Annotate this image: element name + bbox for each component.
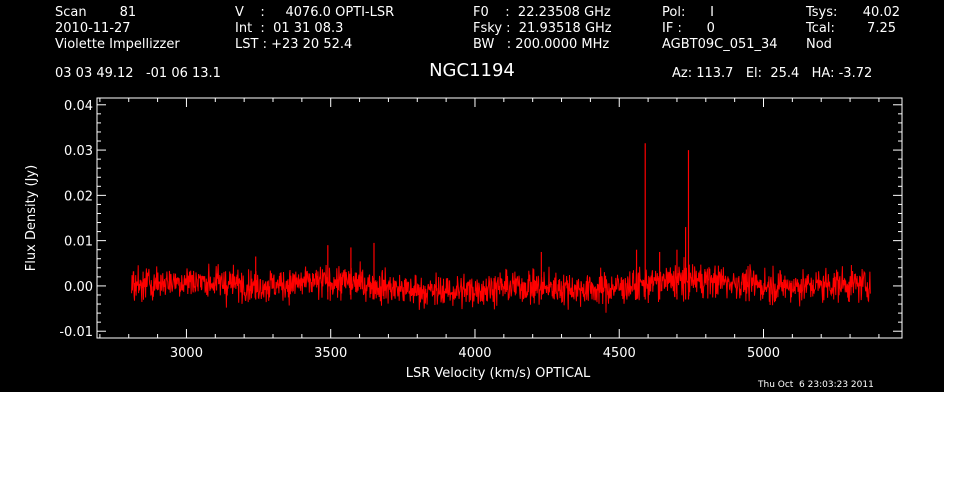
header-observer: Violette Impellizzer	[55, 37, 180, 52]
header-tsys-value: 40.02	[862, 5, 900, 20]
header-coordinates: 03 03 49.12 -01 06 13.1	[55, 66, 221, 81]
header-scan: Scan 81	[55, 5, 137, 20]
spectral-peaks	[255, 143, 690, 300]
header-sky-frequency: Fsky : 21.93518 GHz	[473, 21, 612, 36]
spectrum-panel: Scan 81 2010-11-27 Violette Impellizzer …	[0, 0, 944, 392]
x-axis-label: LSR Velocity (km/s) OPTICAL	[406, 366, 591, 381]
x-tick-label: 3000	[170, 346, 203, 361]
y-tick-label: -0.01	[59, 325, 93, 340]
y-tick-label: 0.03	[64, 144, 93, 159]
tick-labels: 3000 3500 4000 4500 5000 -0.01 0.00 0.01 0.02 0.0…	[59, 99, 780, 361]
header-lst: LST : +23 20 52.4	[235, 37, 353, 52]
x-tick-label: 4000	[458, 346, 491, 361]
header-nod-label: Nod	[806, 37, 832, 52]
header-tsys-label: Tsys:	[806, 5, 838, 20]
spectrum-plot: 3000 3500 4000 4500 5000 -0.01 0.00 0.01 0.02 0.0…	[24, 97, 903, 381]
header-bandwidth: BW : 200.0000 MHz	[473, 37, 610, 52]
axis-ticks	[97, 98, 902, 338]
y-tick-label: 0.04	[64, 99, 93, 114]
header-date: 2010-11-27	[55, 21, 131, 36]
spectrum-trace	[131, 257, 871, 313]
spectrum-line	[131, 257, 871, 313]
x-tick-label: 5000	[747, 346, 780, 361]
header-tcal-value: 7.25	[867, 21, 896, 36]
header-if: IF : 0	[662, 21, 715, 36]
source-name: NGC1194	[429, 60, 515, 81]
x-tick-label: 3500	[314, 346, 347, 361]
header-polarization: Pol: I	[662, 5, 714, 20]
header-rest-frequency: F0 : 22.23508 GHz	[473, 5, 611, 20]
header-project: AGBT09C_051_34	[662, 37, 778, 52]
plot-frame	[96, 97, 903, 339]
y-tick-label: 0.01	[64, 235, 93, 250]
y-axis-label: Flux Density (Jy)	[24, 165, 39, 271]
header-velocity: V : 4076.0 OPTI-LSR	[235, 5, 395, 20]
y-tick-label: 0.00	[64, 280, 93, 295]
x-tick-label: 4500	[603, 346, 636, 361]
header-tcal-label: Tcal:	[806, 21, 835, 36]
header-pointing: Az: 113.7 El: 25.4 HA: -3.72	[672, 66, 873, 81]
header-integration: Int : 01 31 08.3	[235, 21, 344, 36]
y-tick-label: 0.02	[64, 189, 93, 204]
timestamp: Thu Oct 6 23:03:23 2011	[758, 380, 874, 390]
